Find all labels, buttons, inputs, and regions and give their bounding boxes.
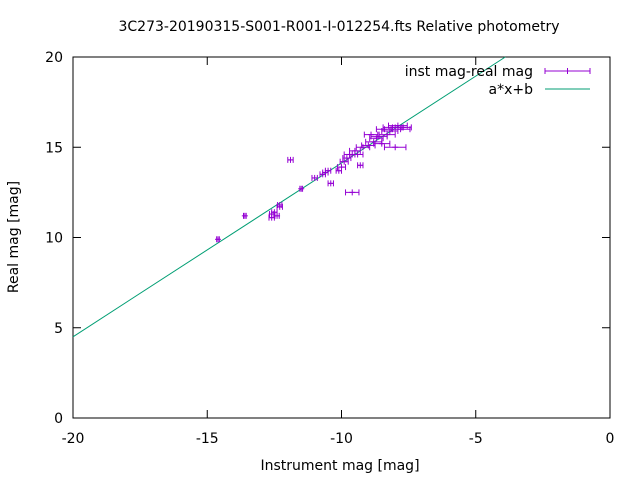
legend: inst mag-real mag a*x+b xyxy=(405,64,591,98)
legend-label-fit: a*x+b xyxy=(489,82,534,98)
data-point xyxy=(349,147,361,154)
data-point xyxy=(287,156,294,163)
y-tick-label: 10 xyxy=(45,231,63,247)
y-axis-label: Real mag [mag] xyxy=(6,181,22,293)
data-point xyxy=(274,212,281,219)
data-point xyxy=(383,144,407,151)
data-point xyxy=(351,151,364,158)
data-point xyxy=(394,124,412,131)
x-tick-label: 0 xyxy=(606,431,615,447)
points-layer xyxy=(214,122,412,243)
legend-label-points: inst mag-real mag xyxy=(405,64,533,80)
data-point xyxy=(298,185,305,192)
data-point xyxy=(324,167,332,174)
data-point xyxy=(335,167,342,174)
plot-border xyxy=(72,56,611,419)
x-tick-label: -10 xyxy=(330,431,353,447)
axis-ticks: -20 -15 -10 -5 0 0 5 10 15 20 xyxy=(45,50,614,447)
x-axis-label: Instrument mag [mag] xyxy=(260,458,419,474)
data-point xyxy=(342,155,352,162)
y-tick-label: 15 xyxy=(45,140,63,156)
y-tick-label: 0 xyxy=(54,411,63,427)
data-point xyxy=(339,158,349,165)
plot-frame xyxy=(72,56,611,419)
x-tick-label: -20 xyxy=(62,431,85,447)
data-point xyxy=(336,164,347,171)
data-point xyxy=(311,174,318,181)
data-point xyxy=(381,128,399,135)
data-point xyxy=(276,202,283,209)
data-point xyxy=(373,140,391,147)
x-tick-label: -5 xyxy=(469,431,483,447)
chart-title: 3C273-20190315-S001-R001-I-012254.fts Re… xyxy=(119,19,560,35)
data-point xyxy=(357,162,364,169)
fit-layer xyxy=(72,56,506,338)
y-tick-label: 5 xyxy=(54,321,63,337)
data-point xyxy=(214,236,221,243)
data-point xyxy=(241,212,248,219)
fit-line xyxy=(72,56,506,338)
y-tick-label: 20 xyxy=(45,50,63,66)
x-tick-label: -15 xyxy=(196,431,219,447)
data-point xyxy=(327,180,334,187)
data-point xyxy=(378,131,396,138)
data-point xyxy=(345,189,360,196)
